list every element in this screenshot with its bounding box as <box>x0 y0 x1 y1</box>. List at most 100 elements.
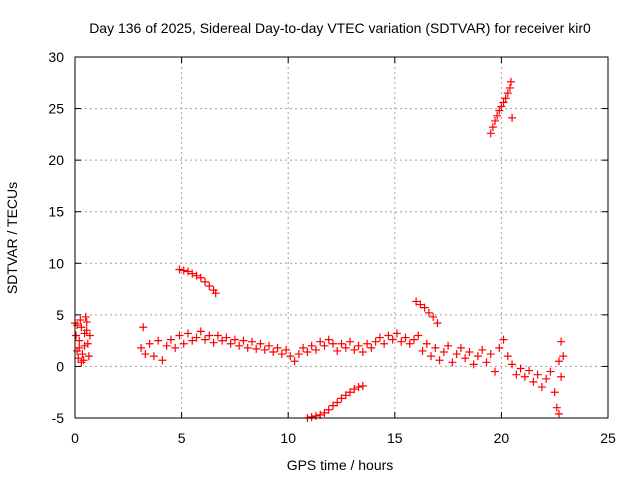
data-point <box>448 358 457 367</box>
x-tick-label: 10 <box>280 430 296 446</box>
data-point <box>188 269 197 278</box>
data-point <box>542 374 551 383</box>
data-point <box>149 352 158 361</box>
data-point <box>307 412 316 421</box>
data-point <box>196 273 205 282</box>
data-point <box>179 266 188 275</box>
x-tick-label: 0 <box>71 430 79 446</box>
data-point <box>81 312 90 321</box>
data-point <box>192 333 201 342</box>
data-point <box>179 339 188 348</box>
data-point <box>303 347 312 356</box>
data-point <box>529 377 538 386</box>
y-tick-label: -5 <box>52 410 65 426</box>
data-point <box>209 338 218 347</box>
data-point <box>320 408 329 417</box>
data-point <box>175 265 184 274</box>
data-point <box>482 358 491 367</box>
grid-lines <box>75 57 608 418</box>
data-point <box>499 98 508 107</box>
data-point <box>196 327 205 336</box>
data-point <box>286 352 295 361</box>
data-point <box>201 335 210 344</box>
data-point <box>162 341 171 350</box>
data-point <box>422 339 431 348</box>
data-point <box>354 383 363 392</box>
tick-labels: 0 5 10 15 20 25 -5 0 5 10 15 20 25 30 <box>48 49 616 446</box>
data-point <box>154 336 163 345</box>
data-point <box>137 343 146 352</box>
data-point <box>307 341 316 350</box>
data-point <box>77 358 86 367</box>
data-point <box>371 337 380 346</box>
data-point <box>433 319 442 328</box>
x-tick-label: 20 <box>494 430 510 446</box>
data-point <box>503 352 512 361</box>
data-point <box>277 350 286 359</box>
data-point <box>341 343 350 352</box>
data-point <box>265 341 274 350</box>
data-point <box>444 341 453 350</box>
y-tick-label: 25 <box>48 101 64 117</box>
data-point <box>83 339 92 348</box>
data-point <box>256 339 265 348</box>
data-point <box>420 303 429 312</box>
data-point <box>486 129 495 138</box>
data-point <box>290 357 299 366</box>
data-point <box>554 409 563 418</box>
data-point <box>320 341 329 350</box>
data-point <box>175 331 184 340</box>
data-point <box>294 350 303 359</box>
data-point <box>427 352 436 361</box>
data-point <box>141 350 150 359</box>
data-point <box>79 356 88 365</box>
data-point <box>205 281 214 290</box>
data-point <box>311 345 320 354</box>
data-point <box>497 102 506 111</box>
data-point <box>328 339 337 348</box>
data-point <box>328 401 337 410</box>
data-point <box>508 113 517 122</box>
data-point <box>346 388 355 397</box>
data-point <box>350 345 359 354</box>
x-tick-label: 15 <box>387 430 403 446</box>
data-point <box>337 339 346 348</box>
data-point <box>493 111 502 120</box>
data-point <box>145 339 154 348</box>
data-point <box>392 329 401 338</box>
y-tick-label: 30 <box>48 49 64 65</box>
data-point <box>495 343 504 352</box>
data-point <box>516 364 525 373</box>
data-point <box>525 366 534 375</box>
data-point <box>226 339 235 348</box>
data-point <box>218 336 227 345</box>
data-point <box>473 352 482 361</box>
data-point <box>557 372 566 381</box>
data-point <box>82 318 91 327</box>
data-point <box>380 339 389 348</box>
data-point <box>557 337 566 346</box>
data-point <box>273 343 282 352</box>
data-point <box>282 345 291 354</box>
data-point <box>74 354 83 363</box>
data-point <box>503 89 512 98</box>
data-point <box>508 360 517 369</box>
data-point <box>512 370 521 379</box>
data-point <box>414 331 423 340</box>
data-point <box>324 405 333 414</box>
data-point <box>350 385 359 394</box>
data-point <box>337 394 346 403</box>
data-point <box>488 123 497 132</box>
data-point <box>397 337 406 346</box>
series-high-segment <box>486 77 517 138</box>
series-mid-segment <box>175 265 220 298</box>
data-point <box>84 352 93 361</box>
y-tick-label: 20 <box>48 152 64 168</box>
data-point <box>552 403 561 412</box>
data-point <box>363 339 372 348</box>
data-point <box>158 356 167 365</box>
data-point <box>333 346 342 355</box>
data-point <box>506 77 515 86</box>
data-point <box>375 333 384 342</box>
